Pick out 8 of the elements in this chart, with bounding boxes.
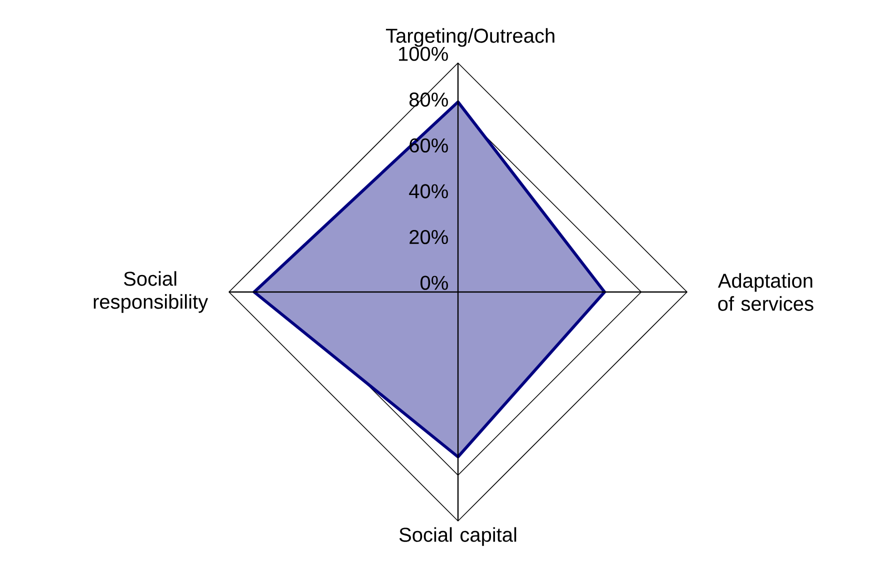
y-tick-label: 40% [409, 184, 448, 198]
y-tick-label: 0% [420, 276, 448, 290]
spoke-label: Adaptation of services [718, 273, 814, 311]
spoke-label: Social capital [399, 527, 516, 546]
spoke-label: Targeting/Outreach [386, 28, 554, 47]
y-tick-label: 20% [410, 230, 448, 244]
spoke-label: Social responsibility [94, 271, 208, 313]
y-tick-label: 100% [399, 46, 448, 61]
